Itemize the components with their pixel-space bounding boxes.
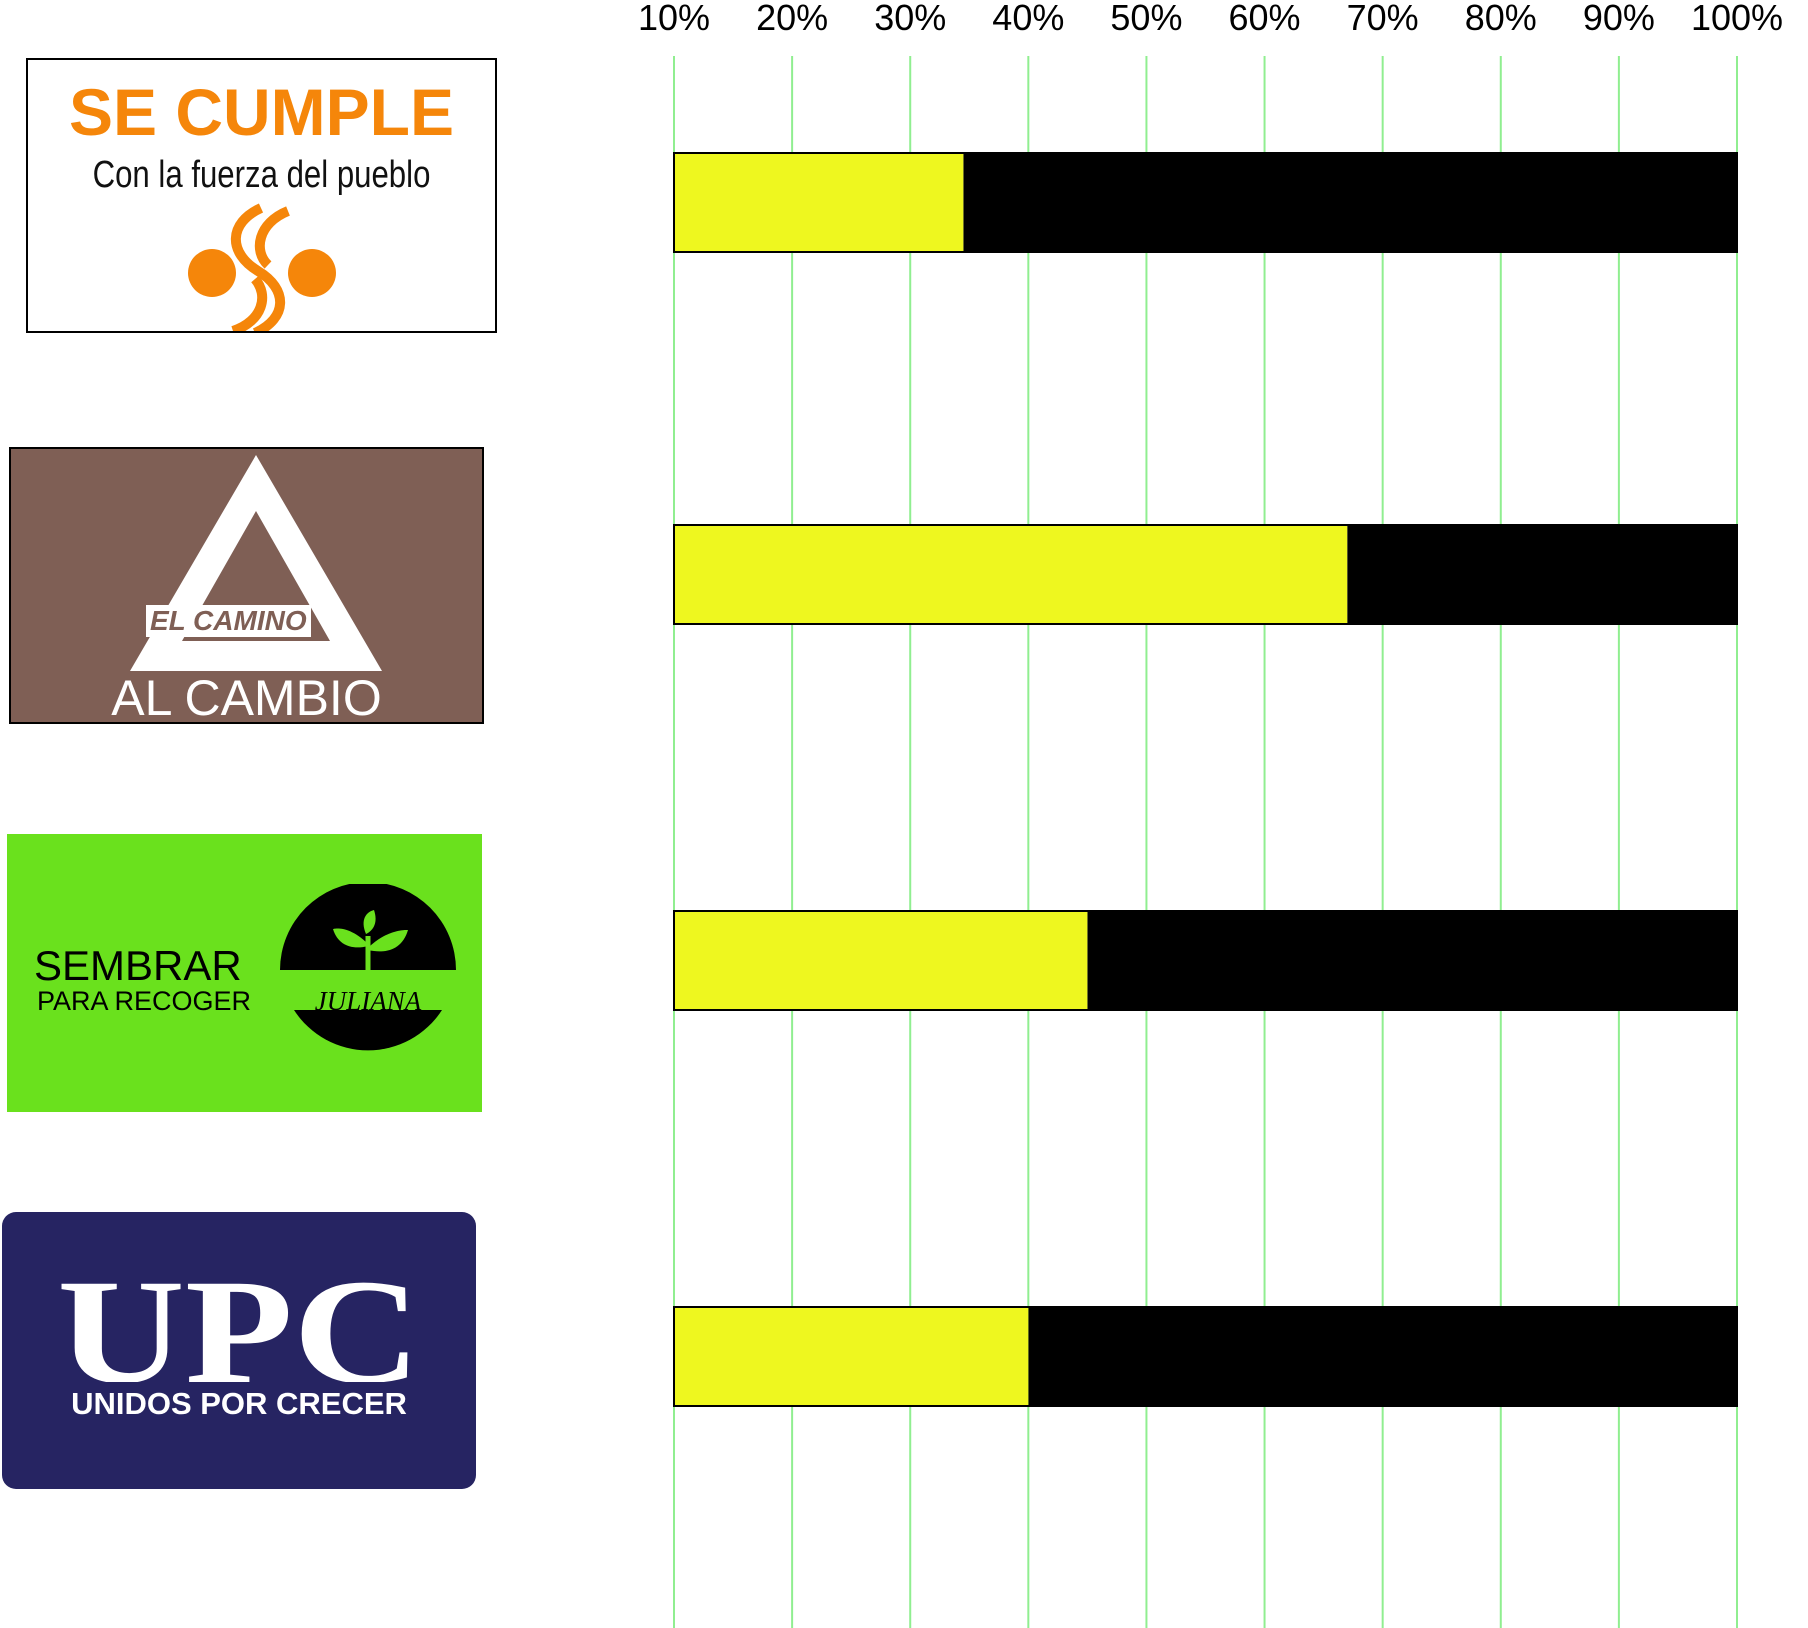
orange-circles-emblem-icon xyxy=(188,203,336,331)
bar-outline xyxy=(673,910,1738,1011)
x-tick-label: 60% xyxy=(1229,0,1301,38)
bars xyxy=(673,152,1738,1407)
bar-outline xyxy=(673,152,1738,253)
bar-value xyxy=(674,153,964,252)
logo-el-camino-top: EL CAMINO xyxy=(146,605,311,637)
logo-se-cumple-subtitle: Con la fuerza del pueblo xyxy=(92,154,431,196)
logo-se-cumple-title: SE CUMPLE xyxy=(68,75,455,149)
bar-value xyxy=(674,1307,1029,1406)
bar-remainder xyxy=(1087,911,1737,1010)
logo-upc-subtitle: UNIDOS POR CRECER xyxy=(2,1382,476,1422)
logo-al-cambio-bottom: AL CAMBIO xyxy=(111,670,382,724)
x-tick-label: 20% xyxy=(756,0,828,38)
bar-value xyxy=(674,911,1088,1010)
bar-outline xyxy=(673,1306,1738,1407)
logo-sembrar-line1: SEMBRAR xyxy=(34,942,242,989)
logo-upc: UPC UNIDOS POR CRECER xyxy=(2,1212,476,1489)
x-tick-label: 70% xyxy=(1347,0,1419,38)
triangle-emblem-icon xyxy=(130,455,382,671)
x-tick-label: 30% xyxy=(874,0,946,38)
sprout-emblem-icon xyxy=(280,884,456,1051)
x-tick-label: 50% xyxy=(1110,0,1182,38)
x-tick-label: 80% xyxy=(1465,0,1537,38)
logo-se-cumple: SE CUMPLE Con la fuerza del pueblo xyxy=(26,58,497,333)
bar-remainder xyxy=(1028,1307,1737,1406)
x-axis-ticks: 10% 20% 30% 40% 50% 60% 70% 80% 90% 100% xyxy=(638,0,1783,38)
x-tick-label: 90% xyxy=(1583,0,1655,38)
logo-juliana-badge: JULIANA xyxy=(314,986,422,1016)
x-tick-label: 40% xyxy=(992,0,1064,38)
x-tick-label: 10% xyxy=(638,0,710,38)
bar-remainder xyxy=(963,153,1737,252)
bar-remainder xyxy=(1347,525,1737,624)
logo-el-camino-al-cambio: EL CAMINO AL CAMBIO xyxy=(9,447,484,724)
bar-outline xyxy=(673,524,1738,625)
logo-sembrar-line2: PARA RECOGER xyxy=(37,986,252,1016)
logo-sembrar-para-recoger: SEMBRAR PARA RECOGER JULIANA xyxy=(7,834,482,1112)
x-tick-label: 100% xyxy=(1691,0,1783,38)
bar-value xyxy=(674,525,1348,624)
